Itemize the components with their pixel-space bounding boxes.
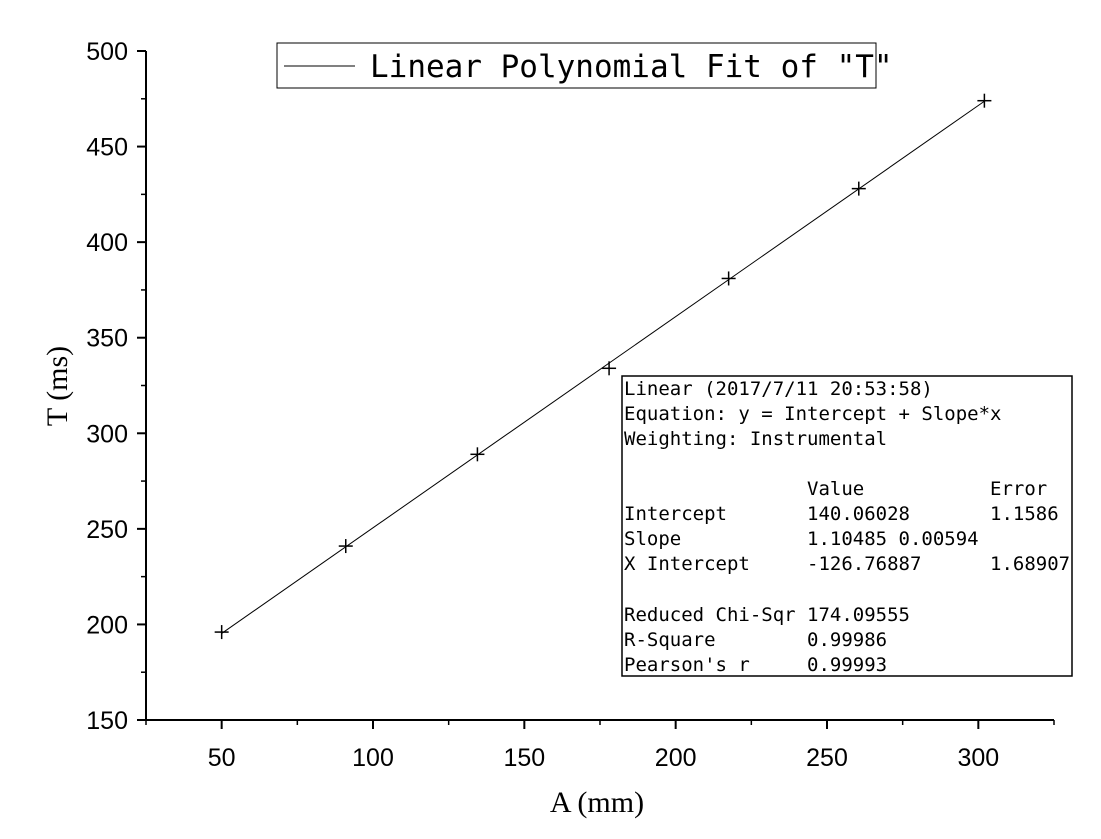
y-tick-labels: 150 200 250 300 350 400 450 500 xyxy=(86,38,128,735)
axes xyxy=(137,50,1055,729)
stats-footer-name: Reduced Chi-Sqr xyxy=(624,604,796,626)
legend-box xyxy=(276,42,877,89)
stats-footer-value: 0.99986 xyxy=(807,629,887,651)
stats-column-header-value: Value xyxy=(807,478,864,500)
data-point xyxy=(214,625,229,640)
data-points-layer xyxy=(214,93,992,640)
legend-entry-label: Linear Polynomial Fit of "T" xyxy=(370,49,893,85)
fit-line-layer xyxy=(221,100,985,634)
x-tick-label: 50 xyxy=(208,744,236,772)
data-point xyxy=(470,447,485,462)
y-tick-label: 500 xyxy=(86,38,128,66)
data-point xyxy=(721,271,736,286)
data-point xyxy=(602,361,617,376)
stats-row-name: Slope xyxy=(624,528,681,550)
fit-line xyxy=(221,100,985,634)
stats-footer-name: R-Square xyxy=(624,629,716,651)
legend: Linear Polynomial Fit of "T" xyxy=(276,42,893,89)
stats-footer-name: Pearson's r xyxy=(624,654,750,676)
stats-row-error: 1.68907 xyxy=(990,553,1070,575)
y-tick-label: 150 xyxy=(86,707,128,735)
stats-row-error: 1.1586 xyxy=(990,503,1059,525)
fit-statistics-table: Linear (2017/7/11 20:53:58) Equation: y … xyxy=(621,375,1073,677)
x-tick-labels: 50 100 150 200 250 300 xyxy=(208,744,999,772)
y-tick-label: 400 xyxy=(86,229,128,257)
stats-table-border xyxy=(621,375,1073,677)
x-tick-label: 250 xyxy=(806,744,848,772)
stats-row-value: 1.10485 0.00594 xyxy=(807,528,979,550)
y-tick-label: 200 xyxy=(86,611,128,639)
y-tick-label: 350 xyxy=(86,325,128,353)
stats-row-value: -126.76887 xyxy=(807,553,921,575)
y-axis-title: T (ms) xyxy=(41,346,74,426)
y-tick-label: 450 xyxy=(86,134,128,162)
data-point xyxy=(338,539,353,554)
stats-header-line: Equation: y = Intercept + Slope*x xyxy=(624,403,1002,425)
stats-row-name: Intercept xyxy=(624,503,727,525)
y-tick-label: 300 xyxy=(86,420,128,448)
stats-header-line: Linear (2017/7/11 20:53:58) xyxy=(624,378,933,400)
stats-column-header-error: Error xyxy=(990,478,1047,500)
y-tick-label: 250 xyxy=(86,516,128,544)
stats-footer-value: 0.99993 xyxy=(807,654,887,676)
stats-row-name: X Intercept xyxy=(624,553,750,575)
x-tick-label: 300 xyxy=(957,744,999,772)
data-point xyxy=(977,93,992,108)
x-tick-label: 150 xyxy=(503,744,545,772)
x-tick-label: 200 xyxy=(655,744,697,772)
x-axis-title: A (mm) xyxy=(550,786,644,819)
data-point xyxy=(851,181,866,196)
x-tick-label: 100 xyxy=(352,744,394,772)
stats-footer-value: 174.09555 xyxy=(807,604,910,626)
stats-row-value: 140.06028 xyxy=(807,503,910,525)
stats-header-line: Weighting: Instrumental xyxy=(624,428,887,450)
